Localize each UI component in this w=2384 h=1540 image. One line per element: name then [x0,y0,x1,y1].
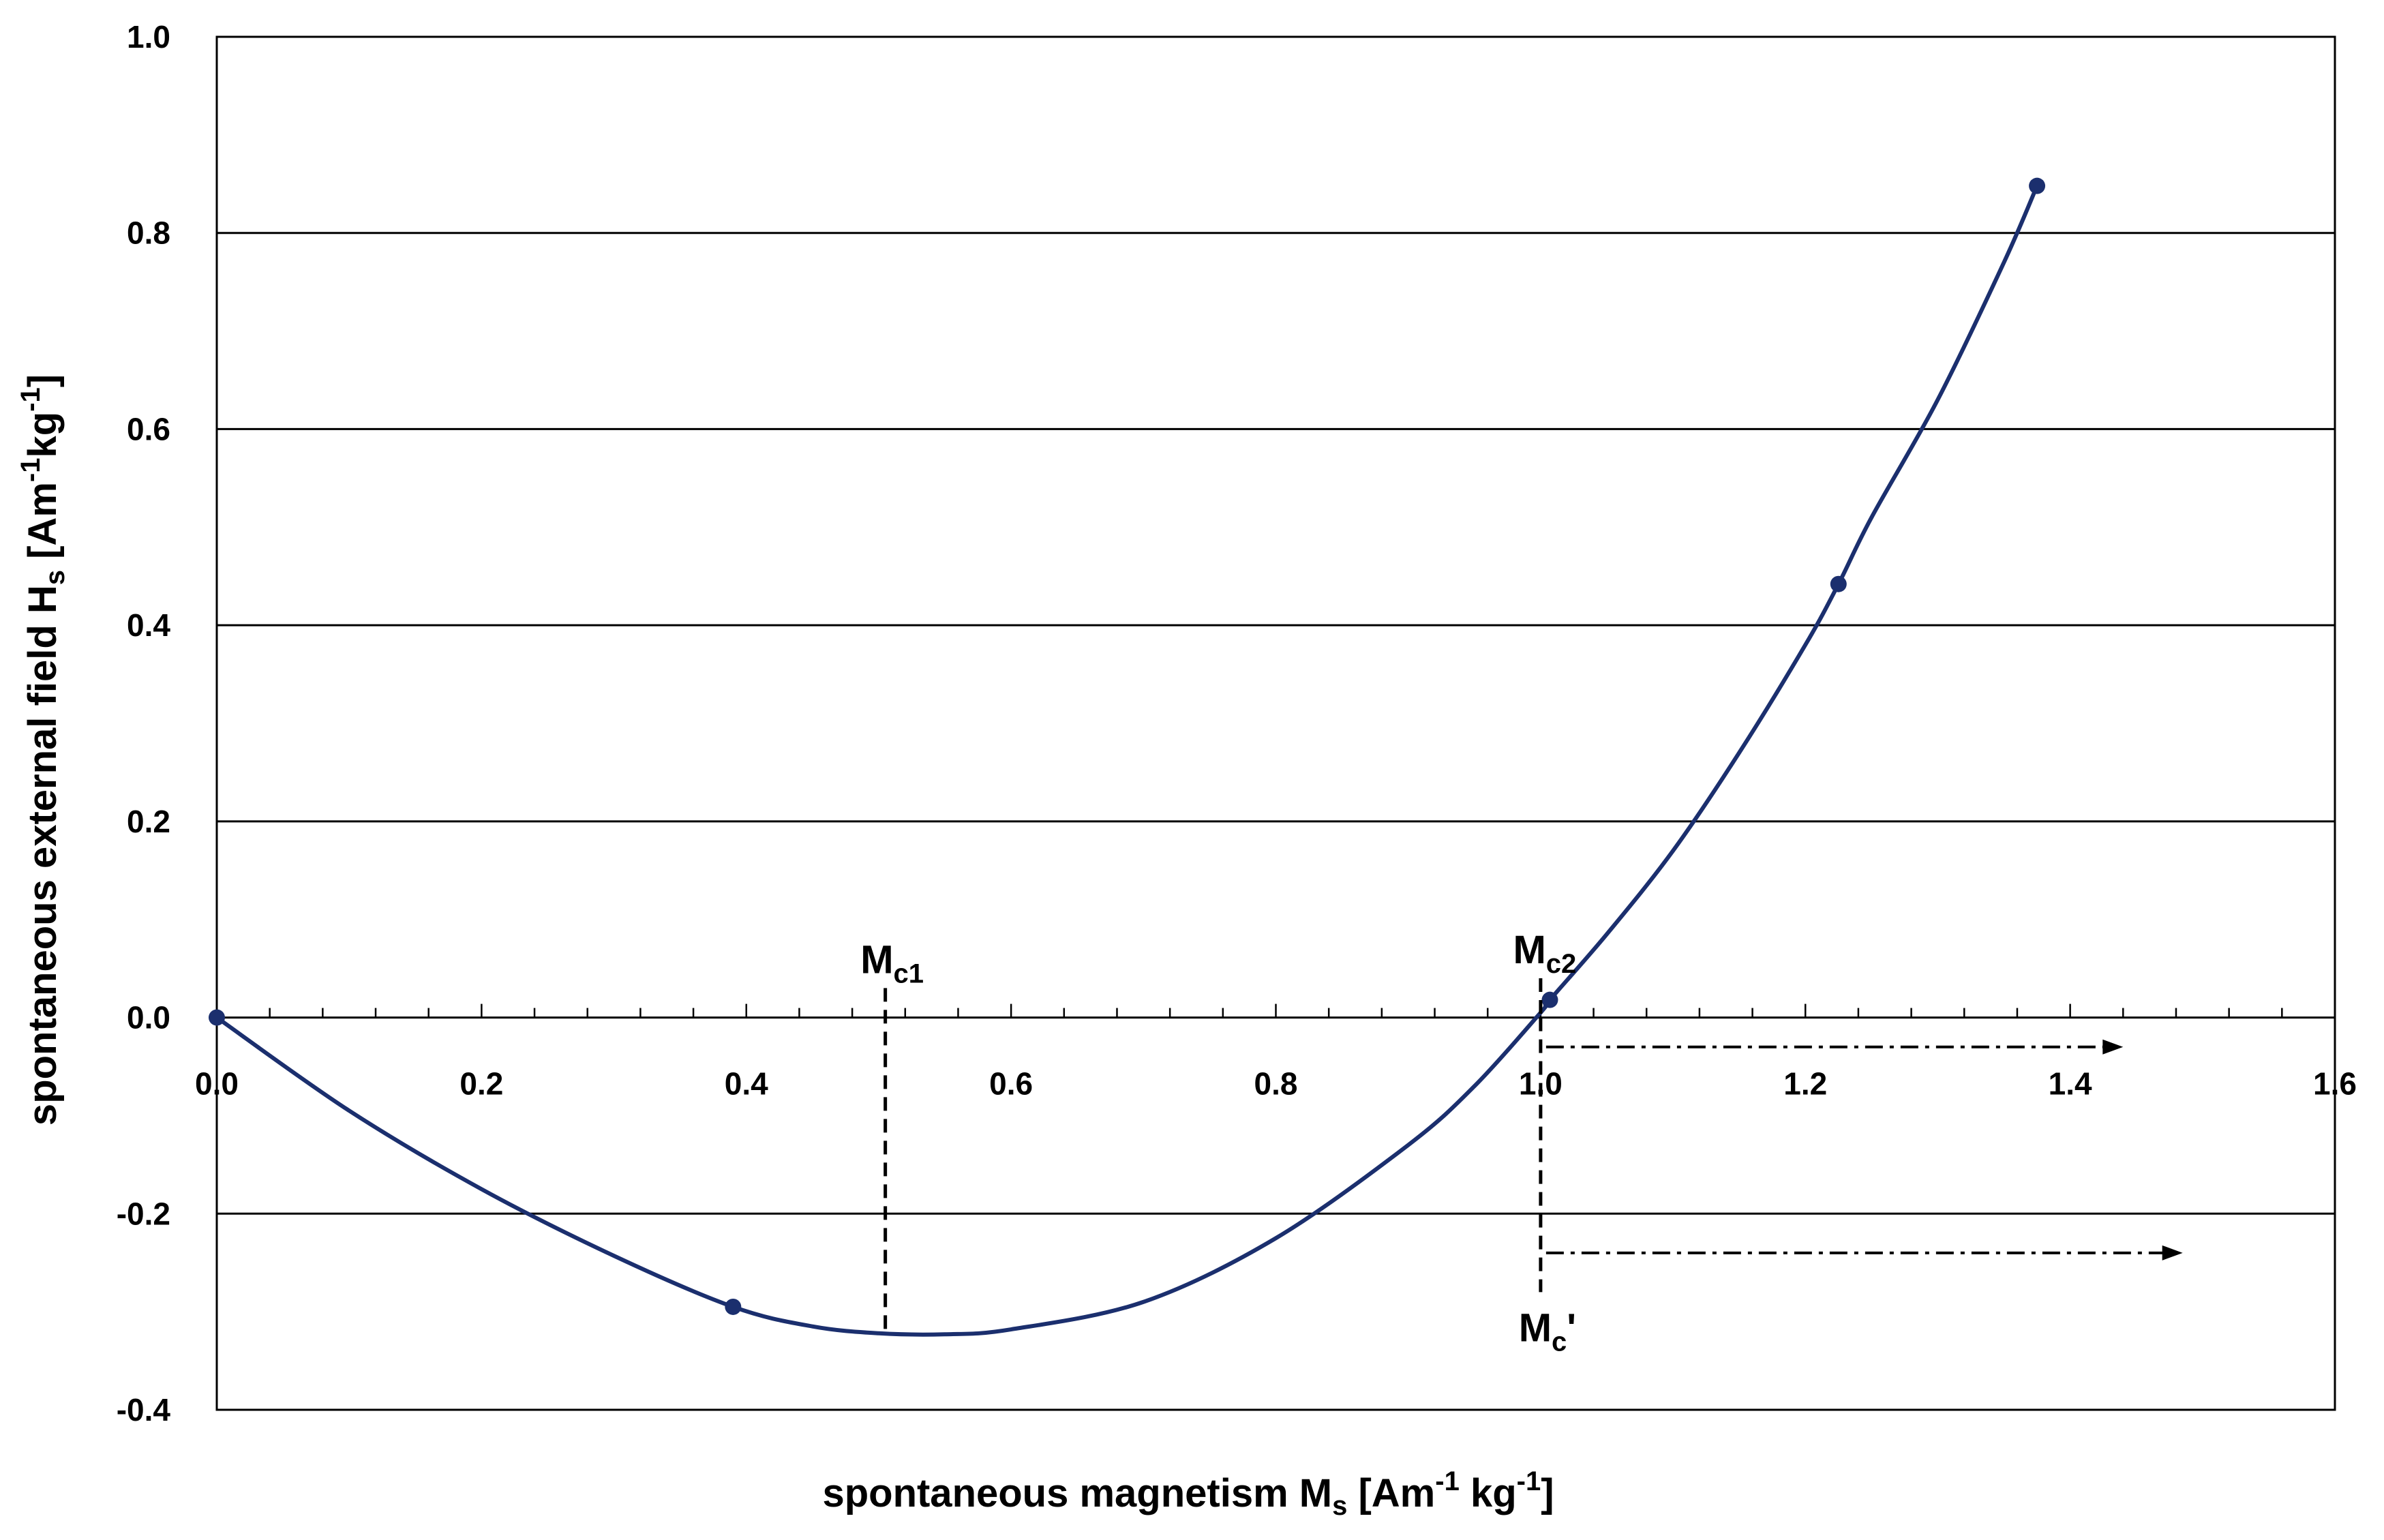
y-tick-label: -0.4 [117,1392,171,1428]
series-line [215,185,2039,1337]
annotation-label: Mc1 [860,937,924,988]
x-axis-zero-line [215,1003,2336,1019]
annotation-label: Mc2 [1513,928,1576,979]
y-tick-label: 1.0 [127,19,170,55]
x-tick-label: 0.6 [989,1066,1033,1102]
data-point [725,1298,742,1315]
x-tick-label: 0.0 [195,1066,239,1102]
y-tick-label: 0.0 [127,1000,170,1036]
y-tick-label: 0.4 [127,607,170,643]
annotations: Mc1 Mc2 Mc' [860,928,2183,1357]
y-tick-label: 0.8 [127,215,170,251]
data-point [1541,991,1558,1008]
series-markers [209,177,2046,1315]
y-axis-title: spontaneous external field Hs [Am-1kg-1] [16,374,70,1126]
x-tick-label: 0.8 [1254,1066,1298,1102]
plot-area-frame [215,35,2336,1411]
x-tick-label: 1.6 [2313,1066,2357,1102]
data-point [1830,575,1847,592]
data-point [2029,177,2046,194]
annotation-label: Mc' [1519,1305,1576,1357]
x-tick-label: 1.2 [1783,1066,1827,1102]
x-tick-labels: 0.0 0.2 0.4 0.6 0.8 1.0 1.2 1.4 1.6 [195,1066,2357,1102]
arrow-head [2162,1245,2183,1260]
x-tick-label: 1.4 [2049,1066,2092,1102]
y-tick-label: 0.2 [127,804,170,839]
arrow-head [2102,1039,2124,1055]
x-axis-title: spontaneous magnetism Ms [Am-1 kg-1] [822,1466,1554,1521]
x-tick-label: 0.4 [725,1066,768,1102]
data-point [209,1009,225,1026]
y-tick-labels: 1.0 0.8 0.6 0.4 0.2 0.0 -0.2 -0.4 [117,19,171,1428]
y-tick-label: -0.2 [117,1196,170,1231]
x-tick-label: 0.2 [459,1066,503,1102]
series-curve [215,185,2039,1337]
y-tick-label: 0.6 [127,411,170,447]
